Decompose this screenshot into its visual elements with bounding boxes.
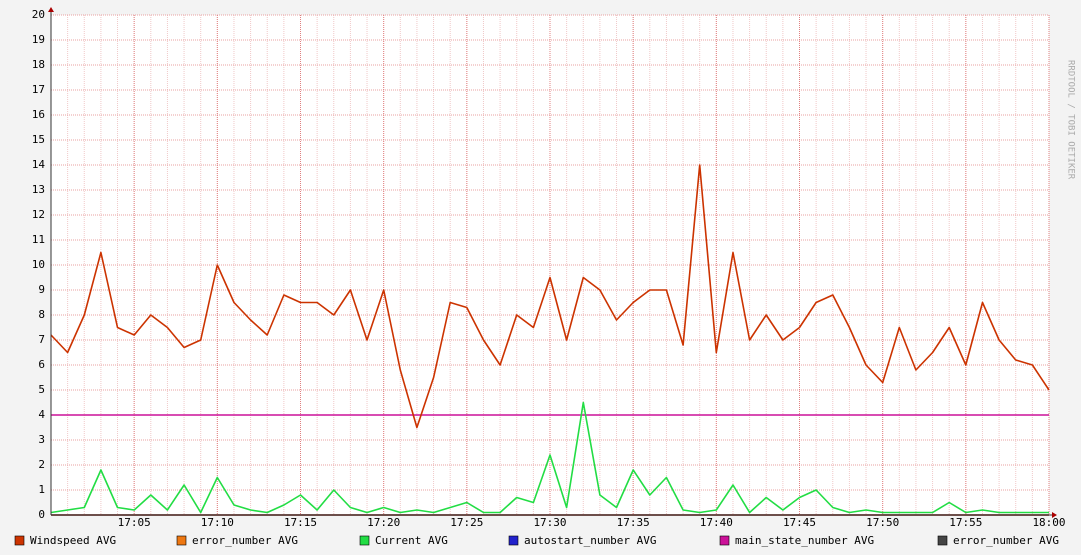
- x-tick-label: 17:40: [700, 516, 733, 529]
- y-tick-label: 2: [38, 458, 45, 471]
- y-tick-label: 0: [38, 508, 45, 521]
- x-tick-label: 17:20: [367, 516, 400, 529]
- x-tick-label: 17:25: [450, 516, 483, 529]
- legend-swatch: [14, 535, 25, 546]
- legend-label: error_number AVG: [953, 534, 1059, 547]
- y-tick-label: 4: [38, 408, 45, 421]
- y-tick-label: 15: [32, 133, 45, 146]
- y-tick-label: 8: [38, 308, 45, 321]
- legend-label: error_number AVG: [192, 534, 298, 547]
- x-tick-label: 17:35: [617, 516, 650, 529]
- x-tick-label: 18:00: [1032, 516, 1065, 529]
- x-tick-label: 17:10: [201, 516, 234, 529]
- watermark: RRDTOOL / TOBI OETIKER: [1066, 60, 1076, 180]
- y-tick-label: 3: [38, 433, 45, 446]
- legend-swatch: [359, 535, 370, 546]
- y-tick-label: 7: [38, 333, 45, 346]
- y-tick-label: 20: [32, 8, 45, 21]
- y-tick-label: 12: [32, 208, 45, 221]
- y-tick-label: 16: [32, 108, 45, 121]
- y-tick-label: 14: [32, 158, 46, 171]
- legend-label: Windspeed AVG: [30, 534, 116, 547]
- x-tick-label: 17:45: [783, 516, 816, 529]
- legend-label: main_state_number AVG: [735, 534, 874, 547]
- legend-swatch: [719, 535, 730, 546]
- y-tick-label: 1: [38, 483, 45, 496]
- x-axis-arrow: [1052, 512, 1057, 518]
- x-tick-label: 17:55: [949, 516, 982, 529]
- legend-swatch: [508, 535, 519, 546]
- x-tick-label: 17:30: [533, 516, 566, 529]
- legend-label: autostart_number AVG: [524, 534, 656, 547]
- y-tick-label: 17: [32, 83, 45, 96]
- x-tick-label: 17:50: [866, 516, 899, 529]
- y-tick-label: 5: [38, 383, 45, 396]
- x-tick-label: 17:15: [284, 516, 317, 529]
- y-tick-label: 11: [32, 233, 45, 246]
- series-line: [50, 164, 1050, 429]
- y-tick-label: 19: [32, 33, 45, 46]
- y-tick-label: 13: [32, 183, 45, 196]
- legend-label: Current AVG: [375, 534, 448, 547]
- y-tick-label: 6: [38, 358, 45, 371]
- y-tick-label: 9: [38, 283, 45, 296]
- y-tick-label: 10: [32, 258, 45, 271]
- y-axis-arrow: [48, 7, 54, 12]
- legend-swatch: [176, 535, 187, 546]
- x-tick-label: 17:05: [118, 516, 151, 529]
- legend-swatch: [937, 535, 948, 546]
- y-tick-label: 18: [32, 58, 45, 71]
- series-line: [50, 401, 1049, 514]
